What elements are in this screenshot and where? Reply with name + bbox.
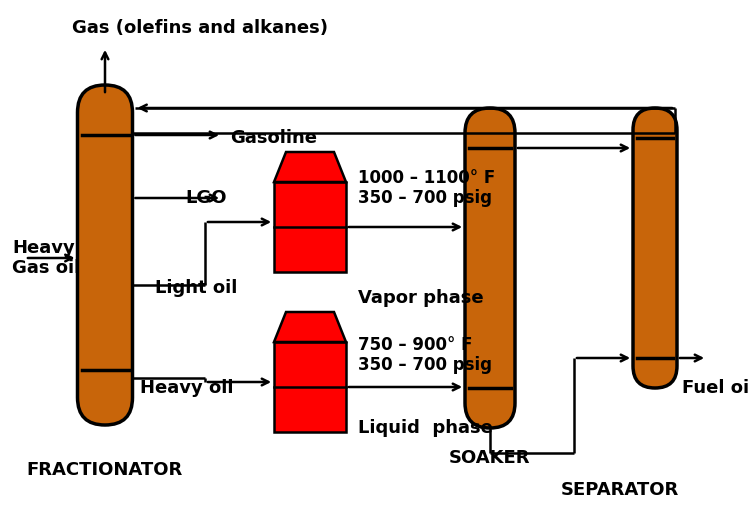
- Text: Gas (olefins and alkanes): Gas (olefins and alkanes): [72, 19, 328, 37]
- Text: SEPARATOR: SEPARATOR: [561, 481, 680, 499]
- Text: Heavy oil: Heavy oil: [140, 379, 233, 397]
- Polygon shape: [274, 152, 346, 182]
- Text: FRACTIONATOR: FRACTIONATOR: [27, 461, 183, 479]
- Polygon shape: [274, 342, 346, 432]
- FancyBboxPatch shape: [465, 108, 515, 428]
- Text: 750 – 900° F
350 – 700 psig: 750 – 900° F 350 – 700 psig: [358, 335, 492, 375]
- FancyBboxPatch shape: [77, 85, 133, 425]
- FancyBboxPatch shape: [633, 108, 677, 388]
- Text: Light oil: Light oil: [155, 279, 237, 297]
- Text: Liquid  phase: Liquid phase: [358, 419, 493, 437]
- Text: Vapor phase: Vapor phase: [358, 289, 484, 307]
- Text: LGO: LGO: [185, 189, 226, 207]
- Text: 1000 – 1100° F
350 – 700 psig: 1000 – 1100° F 350 – 700 psig: [358, 168, 495, 207]
- Text: Fuel oil: Fuel oil: [682, 379, 750, 397]
- Polygon shape: [274, 182, 346, 272]
- Text: SOAKER: SOAKER: [449, 449, 531, 467]
- Text: Gasoline: Gasoline: [230, 129, 317, 147]
- Text: Heavy
Gas oil: Heavy Gas oil: [12, 239, 80, 277]
- Polygon shape: [274, 312, 346, 342]
